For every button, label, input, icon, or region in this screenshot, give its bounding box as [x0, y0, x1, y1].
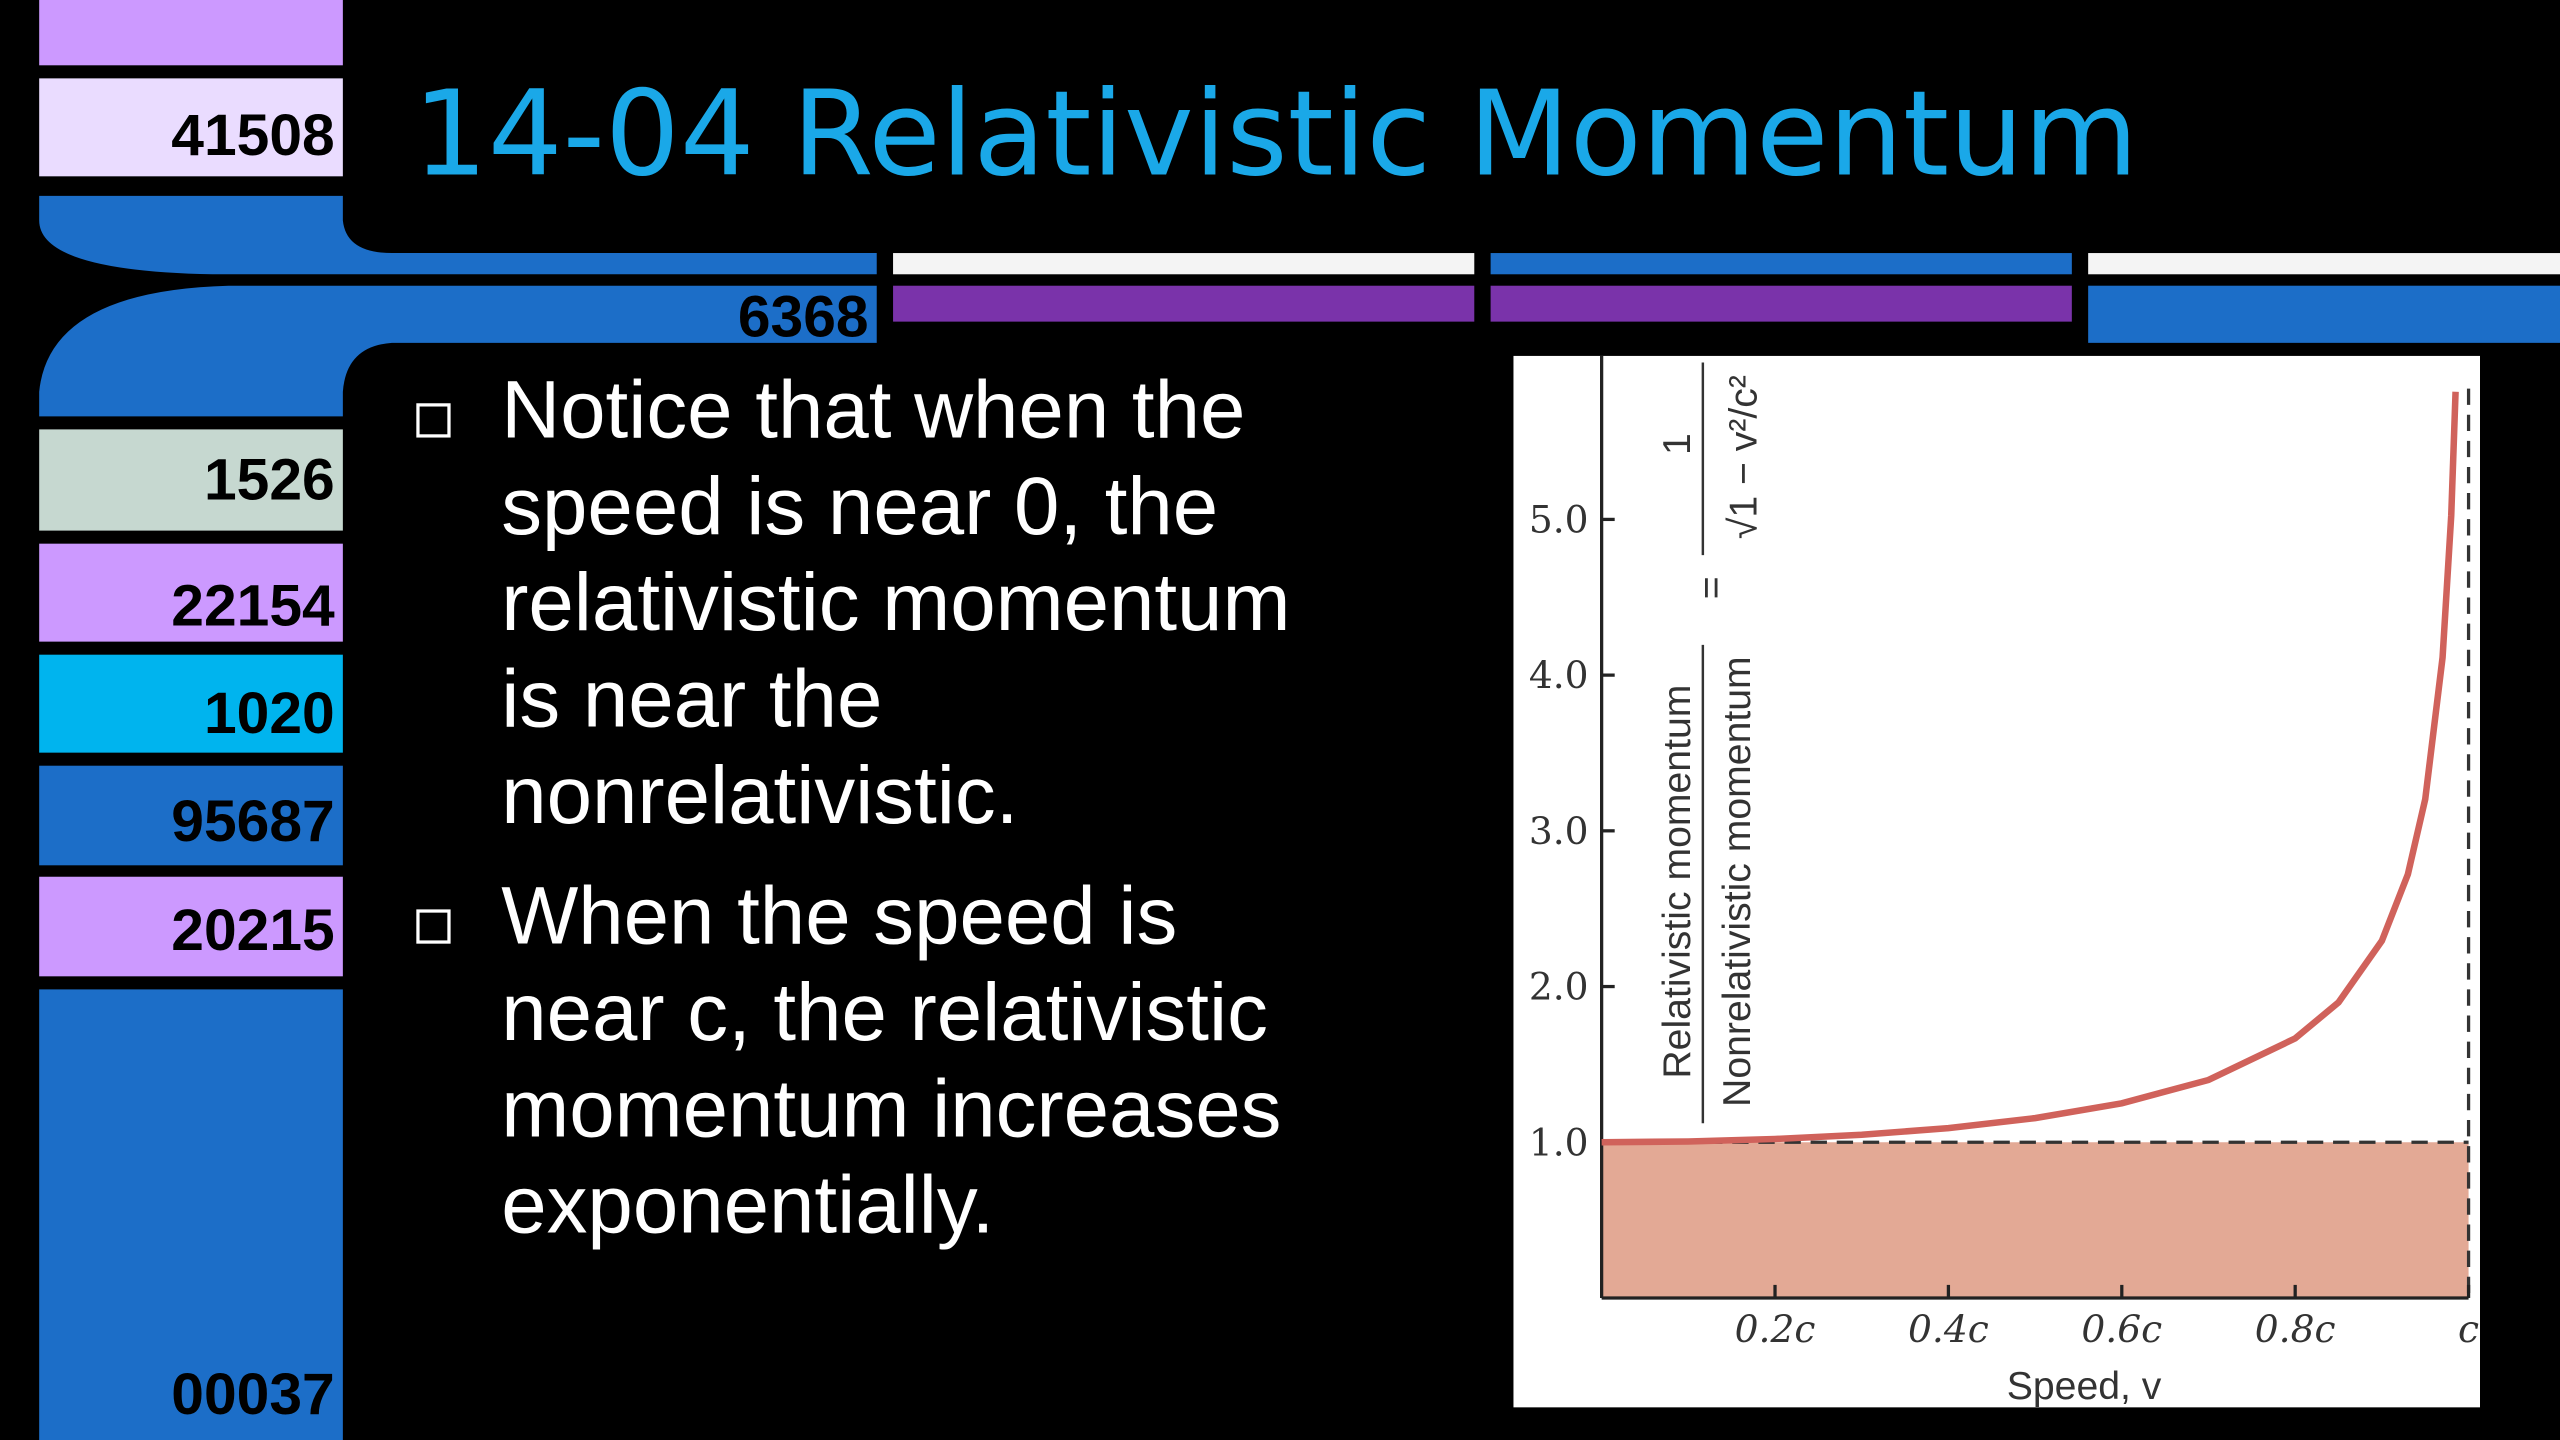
sidebar-block — [39, 876, 343, 977]
sidebar-number: 22154 — [171, 573, 335, 638]
sidebar-block — [39, 78, 343, 177]
y-tick-label: 1.0 — [1529, 1120, 1589, 1164]
header-bar — [1490, 253, 2072, 275]
y-axis-label: Nonrelativistic momentum — [1716, 656, 1759, 1107]
sidebar-block — [39, 543, 343, 642]
sidebar-number: 20215 — [171, 898, 334, 963]
bullet-marker — [416, 909, 451, 944]
sidebar-elbow — [39, 195, 877, 275]
bullet-text: nonrelativistic. — [501, 750, 1018, 841]
sidebar-number: 00037 — [171, 1362, 334, 1427]
header-bar — [893, 285, 1475, 322]
header-bar — [893, 253, 1475, 275]
x-tick-label: 0.4c — [1908, 1307, 1989, 1351]
formula-denominator: √1 − v²/c² — [1723, 375, 1766, 539]
x-tick-label: 0.8c — [2255, 1307, 2336, 1351]
sidebar-block — [39, 0, 343, 66]
bullet-text: momentum increases — [501, 1063, 1281, 1154]
formula-equals: = — [1690, 576, 1733, 599]
sidebar-number: 1020 — [204, 681, 335, 746]
formula-numerator: 1 — [1656, 433, 1699, 455]
sidebar-block — [39, 429, 343, 531]
curve — [1601, 391, 2459, 1146]
x-axis-label: Speed, v — [2007, 1365, 2162, 1408]
bullet-text: is near the — [501, 654, 882, 745]
bullet-text: speed is near 0, the — [501, 461, 1218, 552]
y-axis-label: Relativistic momentum — [1656, 685, 1699, 1079]
header-bar — [2088, 253, 2560, 275]
elbow-number: 6368 — [738, 284, 869, 349]
bullet-text: exponentially. — [501, 1160, 994, 1251]
sidebar-elbow — [39, 285, 877, 417]
bullet-marker — [416, 403, 451, 438]
chart: 1.0 2.0 3.0 4.0 5.0 0.2c 0.4c 0.6c 0.8c c Speed, v… — [1529, 355, 2479, 1408]
bullet-text: near c, the relativistic — [501, 967, 1268, 1058]
reference-area — [1601, 1142, 2469, 1298]
y-tick-label: 5.0 — [1529, 497, 1589, 541]
y-tick-label: 4.0 — [1529, 653, 1589, 697]
y-tick-label: 3.0 — [1529, 809, 1589, 853]
sidebar-number: 1526 — [204, 448, 335, 513]
bullet-text: relativistic momentum — [501, 557, 1290, 648]
header-bar — [2088, 285, 2560, 343]
header-bar — [1490, 285, 2072, 322]
sidebar-number: 41508 — [171, 103, 334, 168]
sidebar-number: 95687 — [171, 789, 334, 854]
x-tick-label: c — [2458, 1307, 2479, 1351]
bullet-text: Notice that when the — [501, 365, 1245, 456]
slide-title: 14-04 Relativistic Momentum — [413, 66, 2138, 203]
x-tick-label: 0.6c — [2081, 1307, 2162, 1351]
sidebar-block — [39, 654, 343, 753]
bullet-text: When the speed is — [501, 871, 1177, 962]
sidebar-block — [39, 765, 343, 866]
sidebar-block — [39, 989, 343, 1440]
y-tick-label: 2.0 — [1529, 965, 1589, 1009]
x-tick-label: 0.2c — [1735, 1307, 1816, 1351]
